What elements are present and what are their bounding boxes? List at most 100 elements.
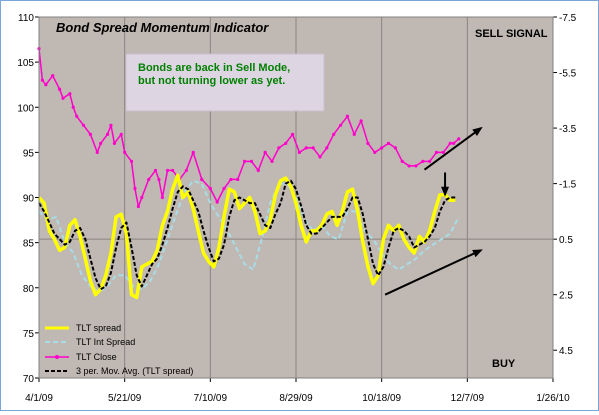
data-point-tlt-close (44, 83, 48, 87)
legend-marker-tlt-close (55, 355, 59, 359)
data-point-tlt-close (153, 168, 158, 173)
series-tlt-int-spread-line (38, 179, 460, 293)
data-point-tlt-close (171, 168, 175, 173)
data-point-tlt-close (109, 123, 113, 127)
data-point-tlt-close (359, 119, 363, 123)
data-point-tlt-close (184, 168, 188, 173)
x-tick-label: 5/21/09 (108, 393, 142, 404)
data-point-tlt-close (345, 114, 349, 118)
data-point-tlt-close (448, 141, 452, 145)
sell-signal-label: SELL SIGNAL (475, 28, 548, 40)
data-point-tlt-close (318, 155, 322, 159)
legend-label-tlt-close: TLT Close (76, 352, 117, 362)
data-point-tlt-close (75, 114, 79, 118)
x-tick-label: 10/18/09 (362, 393, 401, 404)
data-point-tlt-close (400, 159, 404, 163)
data-point-tlt-close (325, 146, 329, 150)
data-point-tlt-close (297, 150, 302, 154)
data-point-tlt-close (284, 141, 288, 145)
y-right-tick-label: -1.5 (559, 180, 577, 191)
data-point-tlt-close (157, 177, 161, 182)
y-right-tick-label: 2.5 (559, 291, 573, 302)
data-point-tlt-close (40, 78, 45, 82)
note-line-2: but not turning lower as yet. (138, 75, 285, 87)
trend-arrow (423, 126, 483, 171)
data-point-tlt-close (95, 150, 99, 154)
data-point-tlt-close (119, 132, 123, 136)
data-point-tlt-close (105, 132, 110, 136)
note-line-1: Bonds are back in Sell Mode, (138, 62, 290, 74)
x-tick-label: 4/1/09 (25, 393, 53, 404)
data-point-tlt-close (51, 74, 55, 78)
data-point-tlt-close (332, 132, 336, 136)
x-tick-label: 12/7/09 (451, 393, 485, 404)
y-right-tick-label: 0.5 (559, 235, 573, 246)
data-point-tlt-close (407, 164, 411, 168)
data-point-tlt-close (129, 159, 134, 163)
data-point-tlt-close (191, 150, 195, 154)
data-point-tlt-close (421, 159, 425, 163)
x-tick-label: 1/26/10 (536, 393, 570, 404)
y-right-tick-label: -5.5 (559, 69, 577, 80)
y-left-tick-label: 85 (23, 239, 35, 250)
series-tlt-close-line (38, 48, 460, 208)
data-point-tlt-close (249, 159, 254, 163)
data-point-tlt-close (366, 141, 370, 145)
data-point-tlt-close (393, 146, 397, 150)
note-box (125, 53, 325, 112)
data-point-tlt-close (136, 204, 140, 209)
data-point-tlt-close (441, 150, 445, 154)
data-point-tlt-close (263, 150, 267, 154)
buy-label: BUY (492, 358, 516, 370)
y-right-tick-label: -3.5 (559, 124, 577, 135)
y-left-tick-label: 95 (23, 148, 35, 159)
y-left-tick-label: 90 (23, 194, 35, 205)
data-point-tlt-close (200, 177, 204, 182)
data-point-tlt-close (311, 146, 315, 150)
y-left-tick-label: 80 (23, 284, 35, 295)
data-point-tlt-close (229, 177, 233, 182)
data-point-tlt-close (352, 132, 356, 136)
data-point-tlt-close (434, 150, 439, 154)
data-point-tlt-close (215, 200, 219, 204)
legend-label-mov-avg: 3 per. Mov. Avg. (TLT spread) (76, 366, 193, 376)
legend: TLT spread TLT Int Spread TLT Close 3 pe… (45, 323, 193, 376)
data-point-tlt-close (165, 168, 170, 173)
data-point-tlt-close (380, 146, 384, 150)
y-left-tick-label: 105 (17, 58, 34, 69)
y-left-tick-label: 110 (18, 13, 34, 24)
data-point-tlt-close (112, 141, 116, 145)
series-tlt-spread-line (37, 173, 456, 300)
data-point-tlt-close (256, 168, 260, 173)
data-point-tlt-close (88, 132, 92, 136)
data-point-tlt-close (68, 92, 72, 96)
x-tick-label: 8/29/09 (279, 393, 313, 404)
data-point-tlt-close (123, 150, 127, 154)
data-point-tlt-close (57, 87, 62, 91)
x-tick-label: 7/10/09 (194, 393, 228, 404)
trend-arrow (384, 249, 483, 296)
legend-label-tlt-int-spread: TLT Int Spread (76, 337, 135, 347)
data-point-tlt-close (414, 164, 418, 168)
y-right-tick-label: -7.5 (559, 13, 577, 24)
data-point-tlt-close (243, 159, 247, 163)
data-point-tlt-close (290, 132, 295, 136)
data-point-tlt-close (81, 123, 86, 127)
data-point-tlt-close (428, 159, 432, 163)
data-point-tlt-close (386, 141, 391, 145)
series-mov-avg-line (38, 179, 456, 291)
data-point-tlt-close (147, 177, 151, 182)
legend-label-tlt-spread: TLT spread (76, 323, 121, 333)
chart-title: Bond Spread Momentum Indicator (56, 20, 269, 35)
data-point-tlt-close (222, 186, 226, 191)
data-point-tlt-close (457, 137, 461, 141)
y-left-tick-label: 70 (23, 374, 35, 385)
plot-border (38, 16, 554, 379)
y-right-tick-label: 4.5 (559, 346, 573, 357)
data-point-tlt-close (140, 195, 144, 200)
data-point-tlt-close (373, 150, 377, 154)
data-point-tlt-close (236, 177, 240, 182)
data-point-tlt-close (61, 96, 65, 100)
